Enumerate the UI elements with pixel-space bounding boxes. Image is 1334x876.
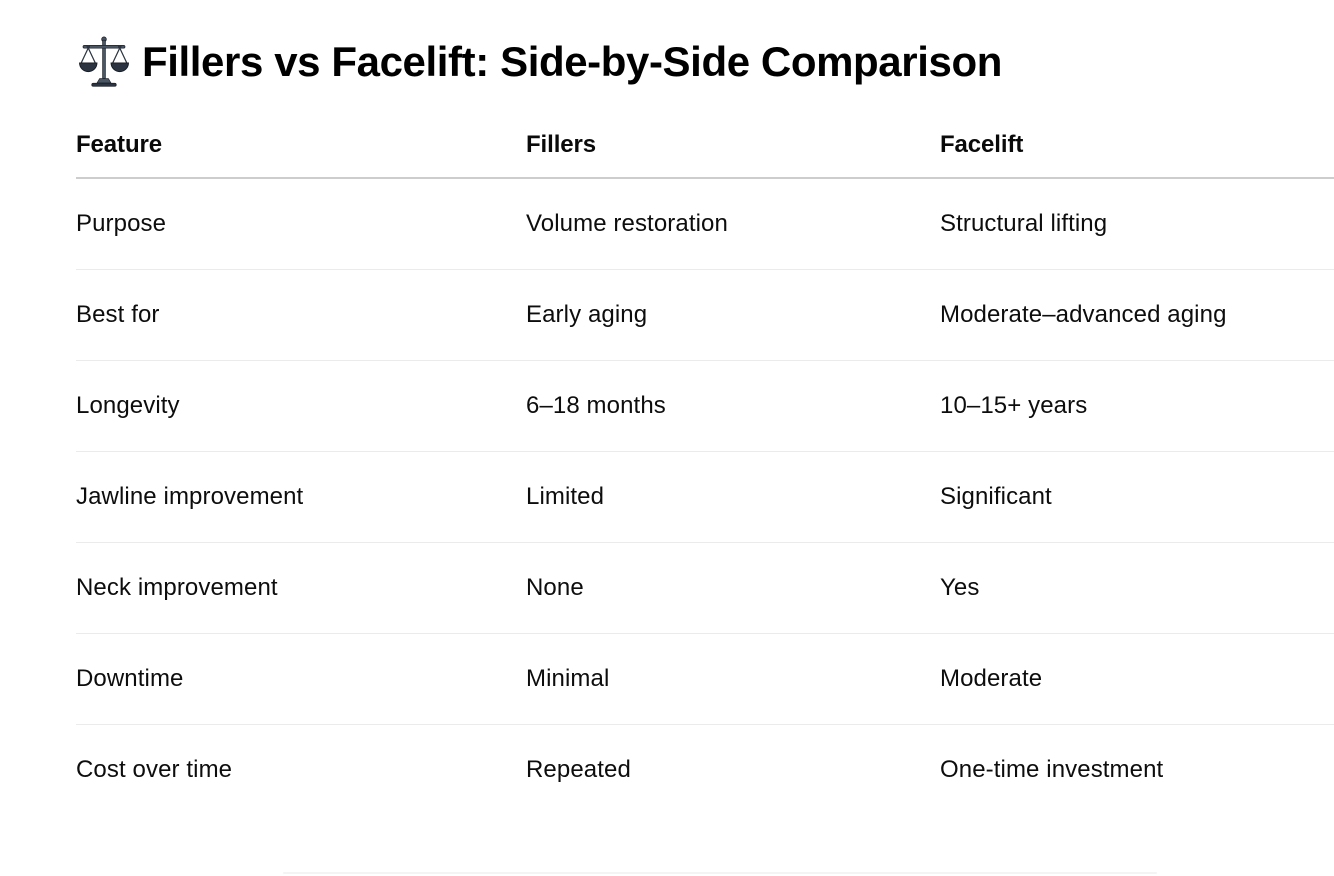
cell-fillers: Repeated xyxy=(526,756,631,783)
cell-fillers: Volume restoration xyxy=(526,210,728,237)
column-header-facelift: Facelift xyxy=(940,131,1024,158)
page-title-text: Fillers vs Facelift: Side-by-Side Compar… xyxy=(142,38,1002,85)
cell-facelift: Yes xyxy=(940,574,980,601)
table-row: Cost over time Repeated One-time investm… xyxy=(76,725,1334,815)
cell-facelift: Significant xyxy=(940,483,1052,510)
cell-feature: Neck improvement xyxy=(76,574,278,601)
cell-facelift: Moderate xyxy=(940,665,1043,692)
page-bottom-faint-divider xyxy=(283,872,1157,874)
cell-feature: Cost over time xyxy=(76,756,233,783)
column-header-feature: Feature xyxy=(76,131,162,158)
cell-facelift: 10–15+ years xyxy=(940,392,1088,419)
table-row: Jawline improvement Limited Significant xyxy=(76,452,1334,543)
table-header-row: Feature Fillers Facelift xyxy=(76,113,1334,179)
comparison-page: Fillers vs Facelift: Side-by-Side Compar… xyxy=(76,33,1334,815)
cell-fillers: 6–18 months xyxy=(526,392,666,419)
cell-facelift: One-time investment xyxy=(940,756,1164,783)
cell-fillers: Minimal xyxy=(526,665,610,692)
cell-fillers: Early aging xyxy=(526,301,648,328)
table-row: Longevity 6–18 months 10–15+ years xyxy=(76,361,1334,452)
cell-feature: Downtime xyxy=(76,665,184,692)
table-row: Neck improvement None Yes xyxy=(76,543,1334,634)
cell-facelift: Moderate–advanced aging xyxy=(940,301,1227,328)
cell-facelift: Structural lifting xyxy=(940,210,1108,237)
comparison-table: Feature Fillers Facelift Purpose Volume … xyxy=(76,113,1334,815)
balance-scale-icon xyxy=(79,36,129,87)
page-title: Fillers vs Facelift: Side-by-Side Compar… xyxy=(76,33,1334,91)
cell-feature: Longevity xyxy=(76,392,180,419)
cell-feature: Jawline improvement xyxy=(76,483,304,510)
column-header-fillers: Fillers xyxy=(526,131,596,158)
table-row: Best for Early aging Moderate–advanced a… xyxy=(76,270,1334,361)
cell-feature: Best for xyxy=(76,301,160,328)
table-row: Purpose Volume restoration Structural li… xyxy=(76,179,1334,270)
cell-fillers: None xyxy=(526,574,584,601)
cell-feature: Purpose xyxy=(76,210,167,237)
cell-fillers: Limited xyxy=(526,483,605,510)
table-row: Downtime Minimal Moderate xyxy=(76,634,1334,725)
